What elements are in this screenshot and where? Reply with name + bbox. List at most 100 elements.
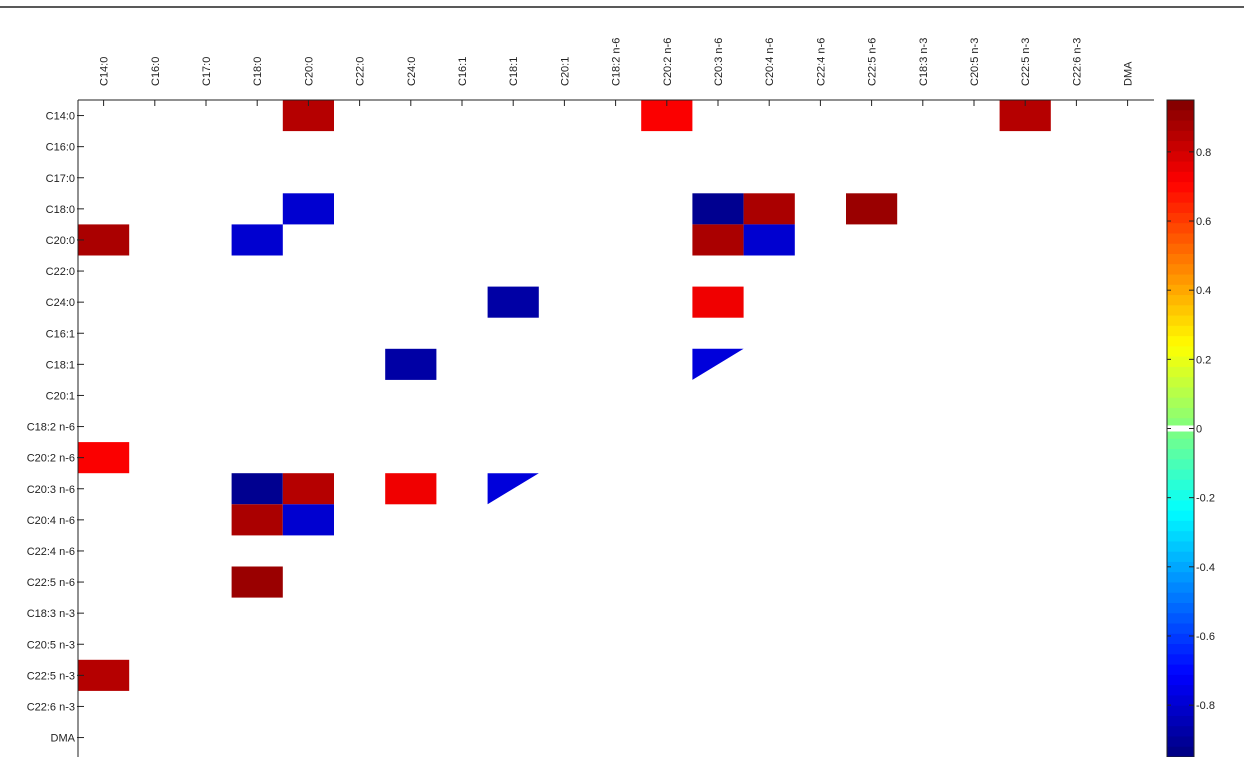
colorbar-tick-label: 0.2 — [1196, 354, 1211, 366]
x-tick-label: C16:1 — [457, 57, 469, 86]
heatmap-cell — [385, 348, 437, 380]
x-tick-label: C22:5 n-3 — [1020, 38, 1032, 86]
colorbar-band — [1167, 695, 1194, 707]
heatmap-cell — [78, 442, 130, 474]
heatmap-cell — [743, 193, 795, 225]
heatmap-cell — [282, 193, 334, 225]
colorbar-band — [1167, 202, 1194, 214]
colorbar-band — [1167, 603, 1194, 614]
x-tick-label: C16:0 — [150, 57, 162, 86]
y-tick-labels: C14:0 C16:0 C17:0 C18:0 C20:0 C22:0 C24:0 C16:1… — [27, 111, 84, 745]
heatmap-cell — [692, 224, 744, 256]
colorbar-band — [1167, 685, 1194, 697]
x-tick-label: C18:1 — [508, 57, 520, 86]
x-tick-label: C24:0 — [406, 57, 418, 86]
colorbar-band — [1167, 130, 1194, 142]
y-tick-label: C20:1 — [46, 390, 75, 402]
colorbar-band — [1167, 325, 1194, 337]
colorbar-band — [1167, 366, 1194, 378]
colorbar-band — [1167, 274, 1194, 286]
colorbar-band — [1167, 500, 1194, 512]
colorbar-band — [1167, 192, 1194, 204]
colorbar-band — [1167, 336, 1194, 347]
y-tick-label: C22:4 n-6 — [27, 546, 75, 558]
colorbar-band — [1167, 212, 1194, 224]
colorbar-band — [1167, 438, 1194, 450]
x-tick-label: C22:5 n-6 — [867, 38, 879, 86]
y-tick-label: C16:1 — [46, 328, 75, 340]
x-tick-label: DMA — [1123, 61, 1135, 86]
colorbar-band — [1167, 674, 1194, 686]
y-tick-label: DMA — [51, 733, 76, 745]
y-tick-label: C16:0 — [46, 142, 75, 154]
colorbar-band — [1167, 736, 1194, 748]
colorbar-band — [1167, 182, 1194, 193]
x-tick-label: C18:0 — [252, 57, 264, 86]
colorbar-band — [1167, 356, 1194, 368]
y-tick-label: C18:3 n-3 — [27, 608, 75, 620]
x-tick-label: C20:0 — [303, 57, 315, 86]
colorbar-band — [1167, 418, 1194, 430]
colorbar-tick-label: -0.8 — [1196, 700, 1215, 712]
y-tick-label: C18:1 — [46, 359, 75, 371]
colorbar-band — [1167, 305, 1194, 317]
colorbar-band — [1167, 387, 1194, 399]
colorbar-band — [1167, 520, 1194, 532]
colorbar-band — [1167, 654, 1194, 666]
y-tick-label: C17:0 — [46, 173, 75, 185]
x-tick-label: C20:2 n-6 — [662, 38, 674, 86]
colorbar-tick-label: 0.8 — [1196, 147, 1211, 159]
colorbar-band — [1167, 428, 1194, 440]
x-tick-label: C22:6 n-3 — [1071, 38, 1083, 86]
heatmap-cell-triangle — [487, 473, 539, 505]
colorbar-white-band — [1167, 425, 1194, 432]
x-tick-label: C18:2 n-6 — [611, 38, 623, 86]
colorbar-band — [1167, 613, 1194, 625]
colorbar-band — [1167, 295, 1194, 306]
y-tick-label: C18:0 — [46, 204, 75, 216]
y-tick-label: C20:4 n-6 — [27, 515, 75, 527]
colorbar-band — [1167, 151, 1194, 163]
y-tick-label: C22:5 n-3 — [27, 670, 75, 682]
x-tick-label: C20:3 n-6 — [713, 38, 725, 86]
colorbar-band — [1167, 223, 1194, 235]
colorbar-band — [1167, 110, 1194, 122]
heatmap-cell — [487, 286, 539, 318]
colorbar-band — [1167, 161, 1194, 173]
colorbar-band — [1167, 551, 1194, 563]
colorbar-tick-label: 0 — [1196, 424, 1202, 436]
heatmap-cell — [282, 473, 334, 505]
colorbar-band — [1167, 664, 1194, 676]
y-tick-label: C22:0 — [46, 266, 75, 278]
x-tick-label: C14:0 — [99, 57, 111, 86]
colorbar-band — [1167, 479, 1194, 491]
colorbar-band — [1167, 705, 1194, 717]
heatmap-cells — [78, 100, 1051, 691]
x-tick-label: C20:5 n-3 — [969, 38, 981, 86]
colorbar-band — [1167, 541, 1194, 553]
x-tick-label: C18:3 n-3 — [918, 38, 930, 86]
heatmap-axes — [77, 99, 1154, 757]
colorbar-band — [1167, 120, 1194, 132]
heatmap-cell — [692, 286, 744, 318]
colorbar-band — [1167, 561, 1194, 573]
heatmap-cell — [282, 504, 334, 536]
colorbar-band — [1167, 510, 1194, 522]
colorbar-band — [1167, 253, 1194, 265]
colorbar: 0.8 0.6 0.4 0.2 0 -0.2 -0.4 -0.6 -0.8 — [1166, 99, 1215, 757]
colorbar-band — [1167, 141, 1194, 152]
heatmap-cell — [78, 659, 130, 691]
heatmap-cell — [385, 473, 437, 505]
y-tick-label: C24:0 — [46, 297, 75, 309]
colorbar-band — [1167, 531, 1194, 543]
y-tick-label: C22:6 n-3 — [27, 701, 75, 713]
colorbar-frame — [1166, 99, 1195, 757]
colorbar-band — [1167, 746, 1194, 757]
x-tick-label: C20:4 n-6 — [764, 38, 776, 86]
y-tick-label: C14:0 — [46, 111, 75, 123]
colorbar-band — [1167, 469, 1194, 481]
colorbar-band — [1167, 397, 1194, 409]
colorbar-tick-label: -0.2 — [1196, 493, 1215, 505]
colorbar-band — [1167, 284, 1194, 296]
heatmap-cell-triangle — [692, 348, 744, 380]
